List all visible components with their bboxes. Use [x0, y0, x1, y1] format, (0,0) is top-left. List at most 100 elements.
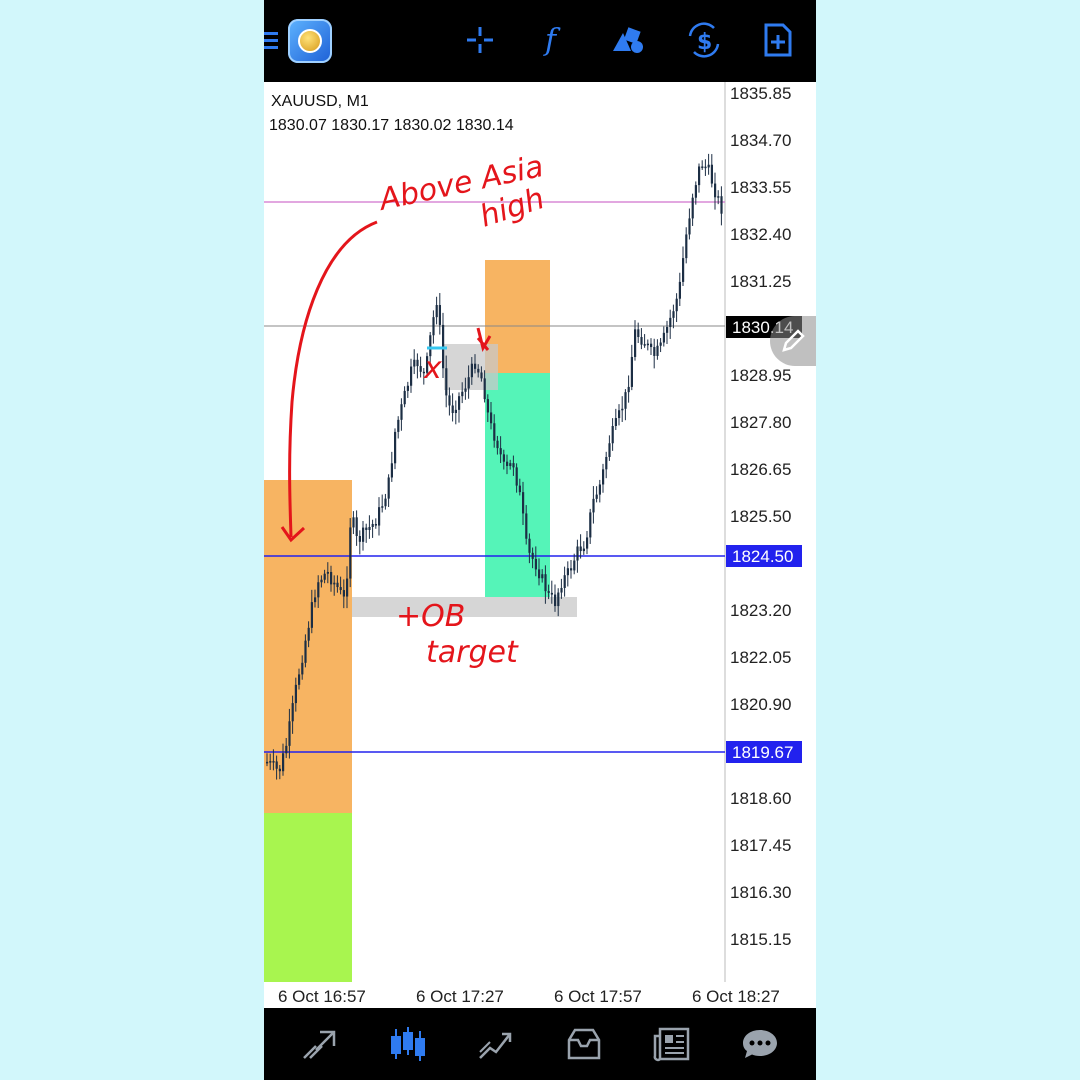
candle-body — [570, 568, 573, 571]
candle-body — [326, 571, 329, 574]
crosshair-icon[interactable] — [458, 18, 502, 62]
candle-body — [714, 183, 717, 198]
price-tick: 1823.20 — [730, 601, 791, 620]
candle-body — [614, 418, 617, 427]
price-tick: 1817.45 — [730, 836, 791, 855]
pencil-icon — [782, 329, 805, 352]
candle-body — [291, 703, 294, 722]
candle-body — [275, 761, 278, 769]
candle-body — [470, 363, 473, 378]
candle-body — [659, 342, 662, 346]
level-text-upper: 1824.50 — [732, 547, 793, 566]
time-label-2: 6 Oct 17:27 — [416, 987, 504, 1006]
annotation-target: target — [426, 635, 519, 670]
candle-body — [496, 440, 499, 449]
candle-body — [362, 527, 365, 542]
candle-body — [304, 640, 307, 663]
indicators-icon[interactable]: f — [532, 18, 576, 62]
candle-body — [541, 574, 544, 579]
candle-body — [528, 538, 531, 553]
candle-body — [406, 385, 409, 391]
history-icon[interactable] — [560, 1022, 608, 1066]
menu-icon[interactable] — [264, 32, 278, 50]
candle-body — [320, 579, 323, 583]
candle-body — [525, 513, 528, 539]
candle-body — [429, 335, 432, 357]
candle-body — [704, 166, 707, 169]
news-icon[interactable] — [648, 1022, 696, 1066]
quotes-icon[interactable] — [296, 1022, 344, 1066]
candle-body — [342, 590, 345, 597]
objects-icon[interactable] — [606, 18, 650, 62]
annotation-arrow-head — [280, 526, 306, 543]
orange-zone-left — [264, 480, 352, 813]
candle-body — [506, 461, 509, 467]
candle-body — [573, 560, 576, 571]
price-chart[interactable]: Above Asia high x +OB target XAUUSD, M1 … — [264, 82, 816, 1008]
candle-body — [464, 388, 467, 392]
candle-body — [419, 366, 422, 372]
price-tick: 1818.60 — [730, 789, 791, 808]
candle-body — [368, 526, 371, 530]
candle-body — [400, 404, 403, 420]
candle-body — [518, 485, 521, 493]
trade-icon[interactable]: $ — [682, 18, 726, 62]
price-tick: 1816.30 — [730, 883, 791, 902]
candle-body — [384, 498, 387, 507]
candle-body — [682, 258, 685, 282]
candle-body — [477, 368, 480, 373]
candle-body — [627, 386, 630, 393]
chart-canvas[interactable]: Above Asia high x +OB target XAUUSD, M1 … — [264, 82, 816, 1008]
candle-body — [666, 327, 669, 333]
grey-ob-zone-bottom — [352, 597, 577, 617]
candle-body — [710, 164, 713, 184]
candle-body — [317, 582, 320, 598]
candle-body — [694, 185, 697, 198]
candle-body — [266, 761, 269, 764]
candle-body — [640, 337, 643, 345]
price-tick: 1833.55 — [730, 178, 791, 197]
candle-body — [698, 166, 701, 186]
price-axis: 1835.85 1834.70 1833.55 1832.40 1831.25 1828.… — [730, 84, 791, 949]
chat-icon[interactable] — [736, 1022, 784, 1066]
candle-body — [624, 392, 627, 409]
candle-body — [544, 574, 547, 592]
app-logo-icon[interactable] — [288, 19, 332, 63]
candle-body — [358, 536, 361, 542]
svg-text:$: $ — [697, 30, 712, 55]
candle-body — [435, 305, 438, 318]
candle-body — [595, 494, 598, 499]
candle-body — [634, 329, 637, 357]
candle-body — [602, 469, 605, 485]
trade-chart-icon[interactable] — [472, 1022, 520, 1066]
candle-body — [448, 395, 451, 406]
candle-body — [285, 745, 288, 754]
new-order-icon[interactable] — [756, 18, 800, 62]
edit-pencil-button[interactable] — [770, 316, 816, 366]
candle-body — [499, 448, 502, 455]
chart-icon[interactable] — [384, 1022, 432, 1066]
candle-body — [333, 582, 336, 585]
candle-body — [717, 196, 720, 198]
candle-body — [547, 591, 550, 593]
candle-body — [691, 197, 694, 219]
candle-body — [515, 467, 518, 486]
candle-body — [298, 674, 301, 685]
time-label-4: 6 Oct 18:27 — [692, 987, 780, 1006]
candle-body — [502, 454, 505, 462]
candle-body — [397, 419, 400, 432]
price-tick: 1835.85 — [730, 84, 791, 103]
candle-body — [480, 372, 483, 379]
candle-body — [486, 399, 489, 413]
candle-body — [282, 753, 285, 772]
price-tick: 1820.90 — [730, 695, 791, 714]
candle-body — [522, 492, 525, 514]
candle-body — [688, 218, 691, 235]
candle-body — [531, 552, 534, 559]
candle-body — [490, 412, 493, 424]
candle-body — [608, 443, 611, 457]
candle-body — [387, 477, 390, 499]
candle-body — [294, 684, 297, 704]
candle-body — [365, 527, 368, 530]
candle-body — [310, 602, 313, 628]
